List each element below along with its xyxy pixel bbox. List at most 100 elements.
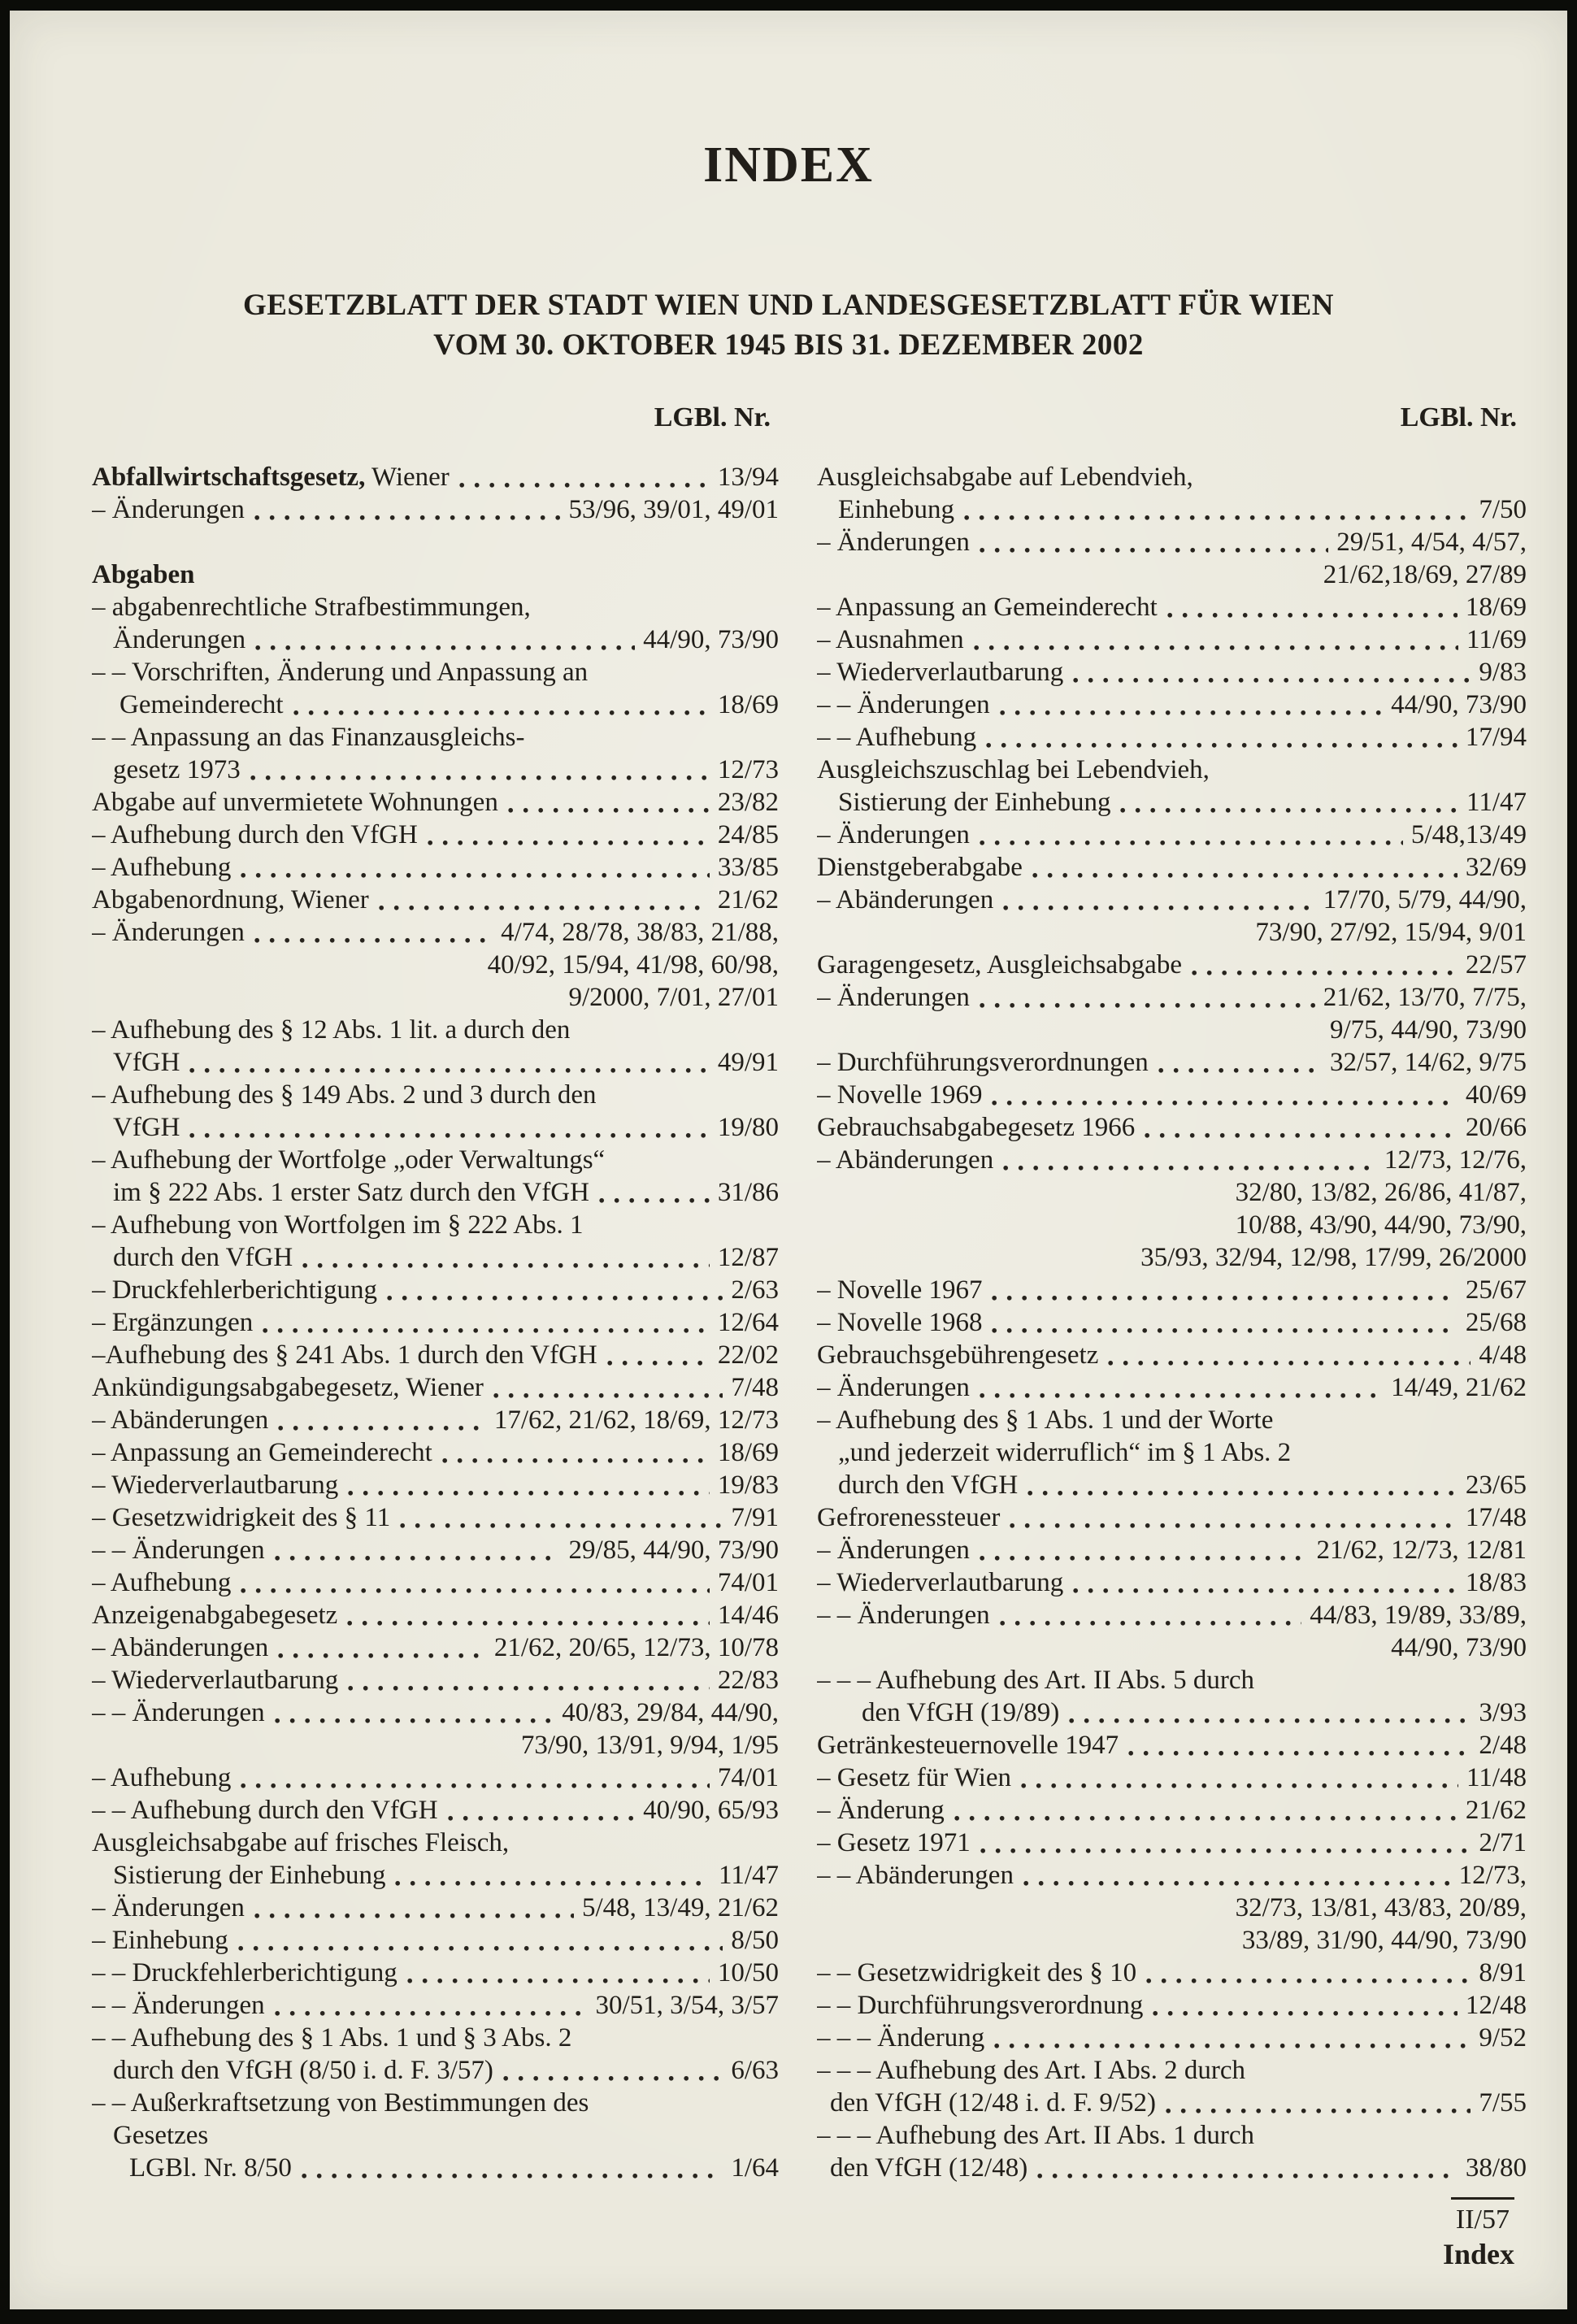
lgbl-reference: 32/57, 14/62, 9/75 [1329,1048,1527,1077]
dotted-leader [348,1470,710,1503]
index-line: 9/2000, 7/01, 27/01 [92,983,779,1015]
entry-text: – – Druckfehlerberichtigung [92,1958,398,1987]
page-title: INDEX [703,137,874,193]
column-header-left-lgbl-nr: LGBl. Nr. [654,402,771,432]
index-line: Gebrauchsgebührengesetz 4/48 [817,1340,1527,1373]
index-line: Sistierung der Einhebung 11/47 [817,788,1527,820]
dotted-leader [1027,1470,1458,1503]
entry-text: – Aufhebung von Wortfolgen im § 222 Abs.… [92,1210,584,1240]
lgbl-reference: 33/85 [717,853,779,882]
dotted-leader [1146,1958,1471,1991]
index-line: 10/88, 43/90, 44/90, 73/90, [817,1210,1527,1243]
lgbl-reference: 10/50 [717,1958,779,1987]
entry-text: Anzeigenabgabegesetz [92,1601,338,1630]
index-line: – – – Änderung 9/52 [817,2023,1527,2056]
index-line: – Aufhebung des § 149 Abs. 2 und 3 durch… [92,1080,779,1113]
index-line: – Aufhebung von Wortfolgen im § 222 Abs.… [92,1210,779,1243]
lgbl-reference: 29/85, 44/90, 73/90 [568,1536,779,1565]
index-line: – – Anpassung an das Finanzausgleichs- [92,723,779,755]
lgbl-reference: 17/62, 21/62, 18/69, 12/73 [493,1405,779,1435]
lgbl-reference: 17/48 [1465,1503,1527,1532]
dotted-leader [241,853,710,885]
lgbl-reference: 49/91 [717,1048,779,1077]
entry-text: – – Durchführungsverordnung [817,1991,1144,2020]
index-line: – – Vorschriften, Änderung und Anpassung… [92,658,779,690]
lgbl-reference: 3/93 [1479,1698,1527,1727]
index-line: 73/90, 27/92, 15/94, 9/01 [817,918,1527,950]
index-line: – Novelle 1969 40/69 [817,1080,1527,1113]
lgbl-reference: 18/83 [1465,1568,1527,1597]
entry-text: – Aufhebung der Wortfolge „oder Verwaltu… [92,1145,606,1175]
index-line: – Wiederverlautbarung 18/83 [817,1568,1527,1601]
index-line: – Durchführungsverordnungen 32/57, 14/62,… [817,1048,1527,1080]
index-line: – Aufhebung des § 1 Abs. 1 und der Worte [817,1405,1527,1438]
index-line: den VfGH (12/48) 38/80 [817,2153,1527,2186]
entry-text: – Einhebung [92,1926,228,1955]
footer-page-number: II/57 [1450,2197,1514,2237]
index-line: VfGH 19/80 [92,1113,779,1145]
index-line: – Änderungen 29/51, 4/54, 4/57, [817,528,1527,560]
entry-text: – Änderungen [817,1536,970,1565]
subtitle-line-2: VOM 30. OKTOBER 1945 BIS 31. DEZEMBER 20… [433,328,1144,362]
index-line: – Einhebung 8/50 [92,1926,779,1958]
entry-text: Sistierung der Einhebung [113,1861,386,1890]
dotted-leader [992,1308,1458,1340]
lgbl-reference: 40/90, 65/93 [643,1796,779,1825]
lgbl-reference: 7/50 [1479,495,1527,524]
entry-text: Ausgleichsabgabe auf frisches Fleisch, [92,1828,510,1857]
dotted-leader [406,1958,710,1991]
index-line: 21/62,18/69, 27/89 [817,560,1527,593]
index-line: – Abänderungen 12/73, 12/76, [817,1145,1527,1178]
lgbl-reference: 9/83 [1479,658,1527,687]
subtitle: GESETZBLATT DER STADT WIEN UND LANDESGES… [10,285,1567,365]
lgbl-reference: 44/90, 73/90 [643,625,779,654]
dotted-leader [1069,1698,1471,1731]
index-line: „und jederzeit widerruflich“ im § 1 Abs.… [817,1438,1527,1470]
lgbl-reference: 22/83 [717,1666,779,1695]
entry-text: – – Änderungen [817,690,990,719]
dotted-leader [973,625,1459,658]
entry-text: – Änderungen [817,983,970,1012]
lgbl-reference: 44/90, 73/90 [1391,690,1527,719]
dotted-leader [241,1763,710,1796]
entry-text: – – Gesetzwidrigkeit des § 10 [817,1958,1137,1987]
lgbl-reference: 74/01 [717,1763,779,1792]
index-line: 44/90, 73/90 [817,1633,1527,1666]
lgbl-reference: 31/86 [717,1178,779,1207]
lgbl-reference: 5/48, 13/49, 21/62 [581,1893,779,1922]
dotted-leader [254,1893,575,1926]
lgbl-reference: 5/48,13/49 [1410,820,1527,849]
entry-text: – Änderungen [817,1373,970,1402]
entry-text: im § 222 Abs. 1 erster Satz durch den Vf… [113,1178,589,1207]
entry-text: – – Vorschriften, Änderung und Anpassung… [92,658,589,687]
index-line: VfGH 49/91 [92,1048,779,1080]
entry-text: – Wiederverlautbarung [817,658,1064,687]
index-line: – Änderungen 21/62, 12/73, 12/81 [817,1536,1527,1568]
entry-text: Wiener [365,463,450,492]
dotted-leader [1037,2153,1458,2186]
entry-text: – Änderungen [817,820,970,849]
entry-text: – Aufhebung des § 1 Abs. 1 und der Worte [817,1405,1274,1435]
entry-text: Gemeinderecht [119,690,284,719]
entry-text: – – Anpassung an das Finanzausgleichs- [92,723,525,752]
lgbl-reference: 10/88, 43/90, 44/90, 73/90, [1235,1210,1527,1240]
entry-text: Gebrauchsabgabegesetz 1966 [817,1113,1136,1142]
entry-text: Einhebung [838,495,954,524]
dotted-leader [598,1178,710,1210]
index-line: – Änderungen 53/96, 39/01, 49/01 [92,495,779,528]
index-line: Abgabenordnung, Wiener 21/62 [92,885,779,918]
index-line: gesetz 1973 12/73 [92,755,779,788]
index-line: Sistierung der Einhebung 11/47 [92,1861,779,1893]
index-line: – Aufhebung 74/01 [92,1763,779,1796]
index-line: durch den VfGH (8/50 i. d. F. 3/57) 6/63 [92,2056,779,2088]
dotted-leader [441,1438,710,1470]
lgbl-reference: 17/94 [1465,723,1527,752]
lgbl-reference: 9/2000, 7/01, 27/01 [568,983,779,1012]
index-line: – Aufhebung durch den VfGH 24/85 [92,820,779,853]
index-line: – Änderung 21/62 [817,1796,1527,1828]
entry-text: durch den VfGH (8/50 i. d. F. 3/57) [113,2056,493,2085]
lgbl-reference: 8/50 [731,1926,779,1955]
dotted-leader [347,1601,710,1633]
dotted-leader [507,788,710,820]
lgbl-reference: 25/67 [1465,1275,1527,1305]
